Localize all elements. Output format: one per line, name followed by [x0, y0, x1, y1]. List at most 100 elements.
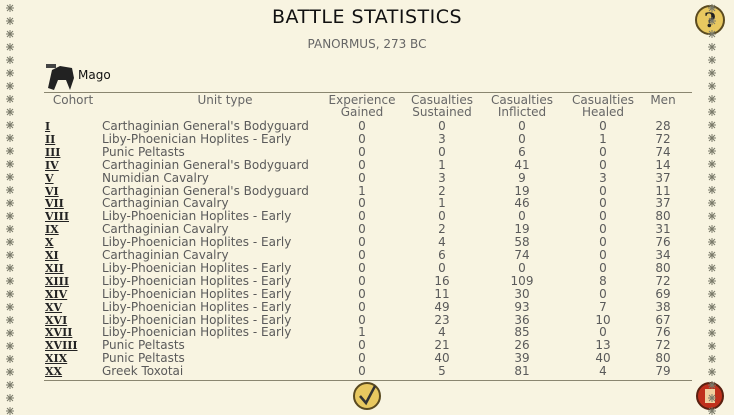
border-ornament [708, 186, 716, 194]
cohort-numeral: II [45, 132, 56, 146]
stat-value: 0 [518, 209, 526, 224]
stat-value: 0 [358, 170, 366, 185]
stat-value: 0 [599, 286, 607, 301]
unit-type: Punic Peltasts [102, 144, 185, 159]
stat-value: 37 [655, 170, 671, 185]
stat-value: 0 [358, 119, 366, 133]
border-ornament [708, 56, 716, 64]
border-ornament [708, 43, 716, 51]
stat-value: 1 [358, 325, 366, 340]
stat-value: 4 [599, 364, 607, 379]
cohort-numeral: VIII [45, 210, 69, 224]
cohort-numeral: XVIII [45, 339, 78, 353]
border-ornament [708, 238, 716, 246]
stat-value: 31 [655, 222, 671, 237]
unit-type: Carthaginian General's Bodyguard [102, 119, 309, 133]
unit-type: Liby-Phoenician Hoplites - Early [102, 273, 292, 288]
commander-icon [46, 64, 74, 90]
stat-value: 4 [438, 325, 446, 340]
unit-type: Punic Peltasts [102, 351, 185, 366]
title: BATTLE STATISTICS [271, 6, 463, 28]
border-ornament [708, 368, 716, 376]
stat-value: 80 [655, 351, 671, 366]
rule [44, 380, 692, 381]
stat-value: 0 [358, 157, 366, 172]
stat-value: 39 [514, 351, 530, 366]
stat-value: 0 [358, 338, 366, 353]
border-ornament [6, 43, 14, 51]
border-ornament [708, 303, 716, 311]
stat-value: 23 [434, 312, 450, 327]
stat-value: 16 [434, 273, 450, 288]
unit-type: Carthaginian Cavalry [102, 222, 229, 237]
stat-value: 0 [599, 183, 607, 198]
unit-type: Carthaginian General's Bodyguard [102, 183, 309, 198]
stat-value: 0 [599, 119, 607, 133]
stat-value: 69 [655, 286, 671, 301]
stat-value: 0 [358, 144, 366, 159]
cohort-numeral: XII [45, 261, 64, 275]
stat-value: 0 [599, 248, 607, 262]
stat-value: 14 [655, 157, 671, 172]
border-ornament [6, 173, 14, 181]
stat-value: 0 [358, 364, 366, 379]
border-ornament [708, 316, 716, 324]
border-ornament [708, 381, 716, 389]
border-ornament [6, 121, 14, 129]
stat-value: 74 [514, 248, 530, 262]
unit-type: Liby-Phoenician Hoplites - Early [102, 299, 292, 314]
border-ornament [708, 407, 716, 415]
stat-value: 3 [438, 170, 446, 185]
stat-value: 0 [518, 260, 526, 275]
cohort-numeral: XV [45, 300, 63, 314]
stat-value: 8 [599, 273, 607, 288]
border-ornament [708, 134, 716, 142]
stat-value: 79 [655, 364, 671, 379]
stat-value: 0 [438, 119, 446, 133]
border-ornament [6, 342, 14, 350]
cohort-numeral: IV [45, 158, 59, 172]
stat-value: 81 [514, 364, 530, 379]
stat-value: 9 [518, 170, 526, 185]
svg-text:?: ? [704, 8, 716, 32]
stat-value: 72 [655, 338, 671, 353]
stat-value: 46 [514, 196, 530, 211]
border-ornament [708, 121, 716, 129]
unit-type: Greek Toxotai [102, 364, 184, 379]
stat-value: 80 [655, 260, 671, 275]
border-ornament [708, 290, 716, 298]
border-ornament [6, 316, 14, 324]
border-ornament [6, 82, 14, 90]
stat-value: 34 [655, 248, 671, 262]
border-ornament [708, 277, 716, 285]
stat-value: 40 [434, 351, 450, 366]
stat-value: 1 [438, 196, 446, 211]
border-ornament [708, 225, 716, 233]
subtitle: PANORMUS, 273 BC [307, 37, 427, 51]
border-ornament [708, 394, 716, 402]
unit-type: Liby-Phoenician Hoplites - Early [102, 209, 292, 224]
cohort-numeral: XIV [45, 287, 68, 301]
unit-type: Carthaginian Cavalry [102, 196, 229, 211]
stat-value: 11 [655, 183, 671, 198]
border-ornament [708, 264, 716, 272]
stat-value: 2 [438, 222, 446, 237]
cohort-numeral: IX [45, 223, 59, 237]
confirm-button[interactable] [353, 382, 381, 410]
stat-value: 0 [358, 312, 366, 327]
stat-value: 37 [655, 196, 671, 211]
stat-value: 74 [655, 144, 671, 159]
stat-value: 0 [358, 222, 366, 237]
border-ornament [6, 147, 14, 155]
stat-value: 0 [599, 209, 607, 224]
stat-value: 0 [358, 351, 366, 366]
stat-value: 0 [438, 209, 446, 224]
cohort-numeral: VI [45, 184, 59, 198]
column-header: Casualties Inflicted [491, 93, 553, 119]
column-header: Cohort [52, 93, 94, 107]
stat-value: 0 [358, 248, 366, 262]
stat-value: 38 [655, 299, 671, 314]
stat-value: 6 [438, 248, 446, 262]
unit-type: Punic Peltasts [102, 338, 185, 353]
